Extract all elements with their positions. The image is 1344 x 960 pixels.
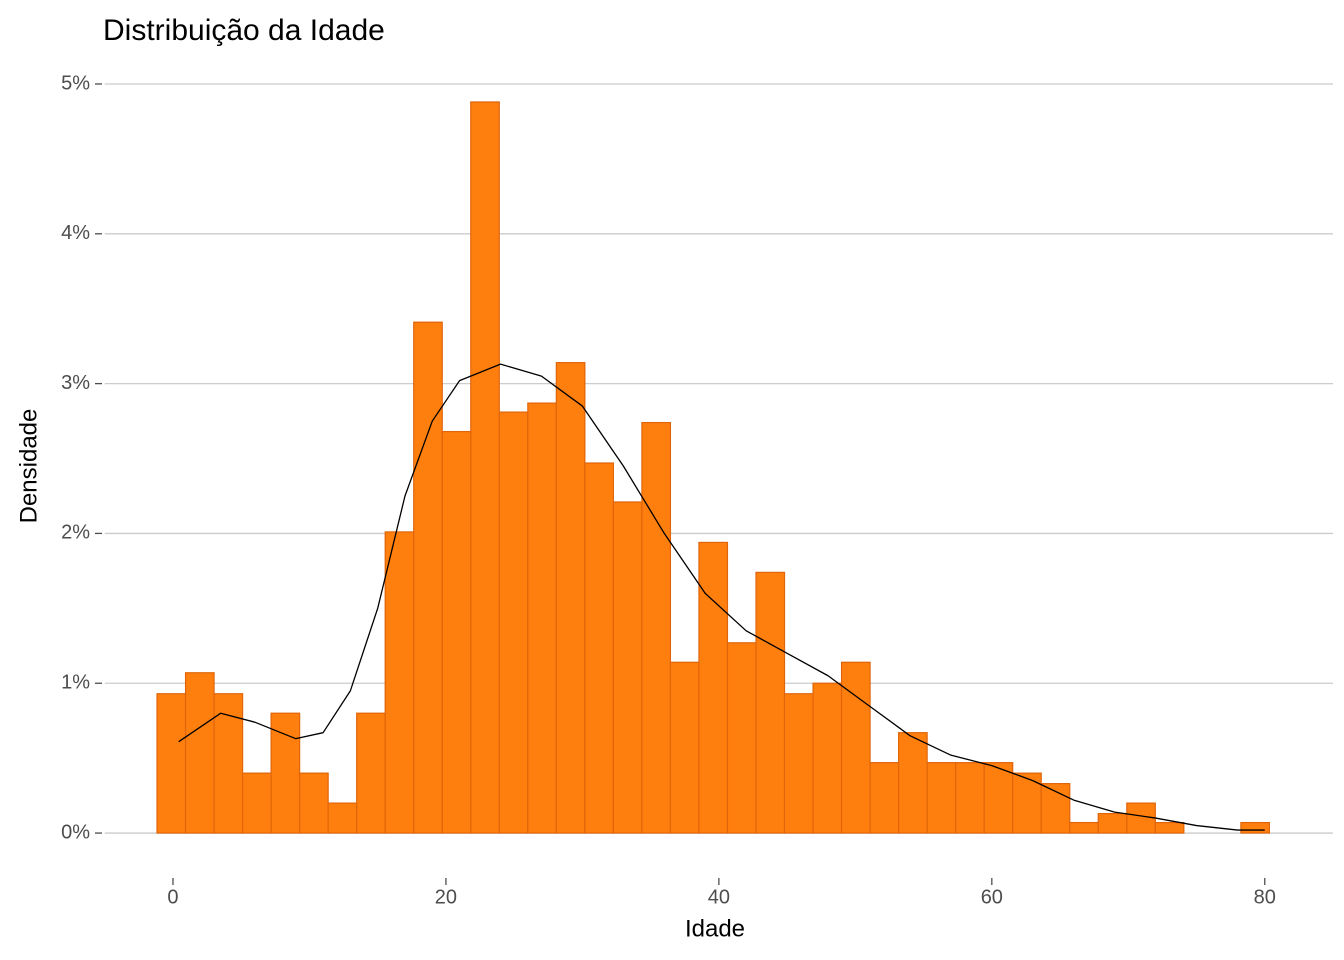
bar [527,402,557,834]
bar [413,321,443,834]
x-tick-label: 20 [435,886,457,908]
y-tick-label: 5% [61,72,90,94]
bar [184,672,215,834]
bar [869,762,900,834]
bar [299,772,329,834]
bar [926,762,957,834]
bar [1069,821,1099,834]
x-tick-label: 40 [708,886,730,908]
bar [612,501,643,834]
bar [270,712,301,834]
bar [726,642,757,834]
bar [669,661,700,834]
bar [470,101,500,834]
bar [812,682,843,834]
bar [1126,802,1156,834]
y-tick-label: 0% [61,821,90,843]
y-axis-title: Densidade [15,409,42,524]
bar [641,421,672,834]
x-tick-label: 80 [1254,886,1276,908]
bar [955,762,985,834]
bar [384,531,415,834]
bar [840,661,871,834]
y-tick-label: 4% [61,222,90,244]
chart-title: Distribuição da Idade [103,14,385,47]
bar [1154,821,1185,834]
bar [241,772,272,834]
x-tick-label: 0 [167,886,178,908]
y-tick-label: 3% [61,372,90,394]
bar [783,693,814,834]
bar [498,411,529,834]
bar [584,462,614,834]
bar [898,732,928,834]
y-tick-label: 2% [61,522,90,544]
bar [555,362,586,834]
x-tick-label: 60 [981,886,1003,908]
bar [441,430,472,834]
bar [1097,812,1128,834]
bar [327,802,358,834]
bar [698,541,729,834]
bar [156,693,187,834]
density-line [178,363,1265,831]
bar [213,693,244,834]
bar [1240,821,1271,834]
x-axis-title: Idade [685,915,745,942]
bar [983,762,1014,834]
bar [755,571,786,834]
bar [356,712,386,834]
y-tick-label: 1% [61,672,90,694]
